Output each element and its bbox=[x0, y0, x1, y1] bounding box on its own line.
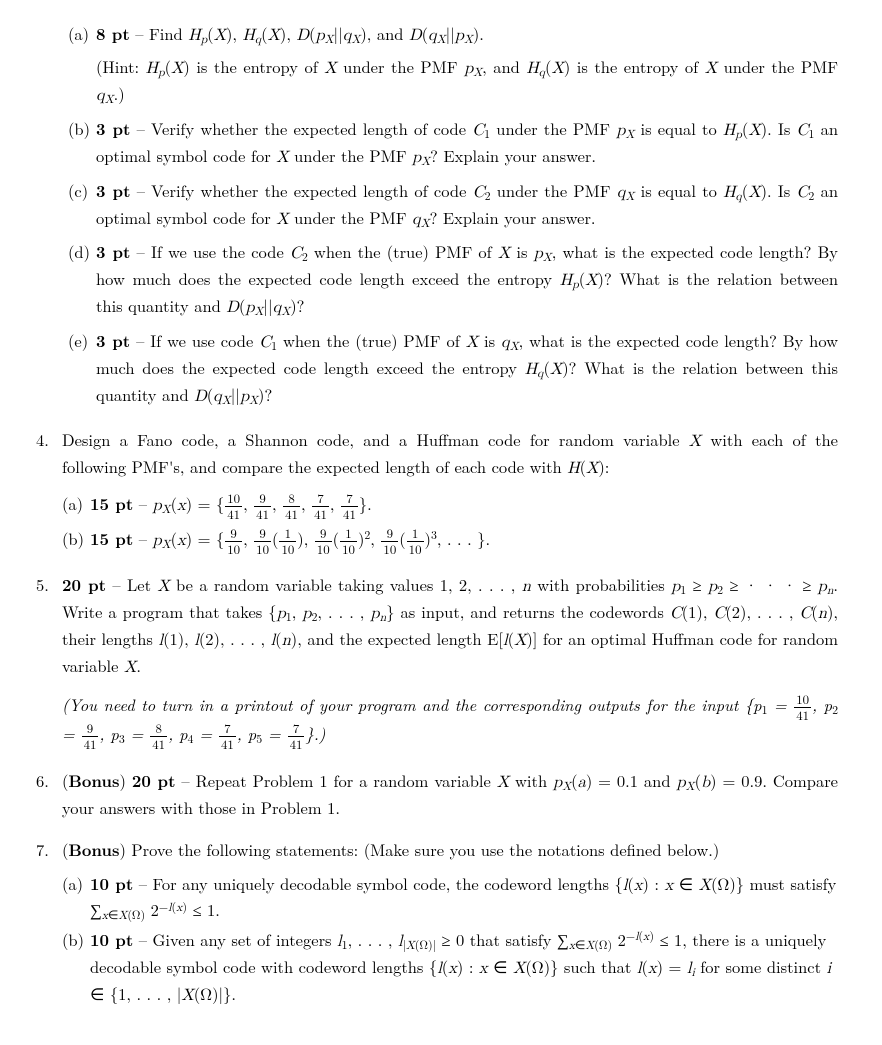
subpart-label: (b) bbox=[62, 928, 90, 1009]
subpart-body: 10 pt – For any uniquely decodable symbo… bbox=[90, 872, 838, 923]
subpart-body: 3 pt – Verify whether the expected lengt… bbox=[96, 179, 838, 233]
points: 20 pt bbox=[62, 572, 106, 596]
subpart-body: 15 pt – pX(x) = {910, 910(110), 910(110)… bbox=[90, 527, 838, 556]
problem-label: 4. bbox=[36, 428, 62, 482]
points: 8 pt bbox=[96, 21, 130, 45]
subpart-3d: (d) 3 pt – If we use the code C2 when th… bbox=[36, 240, 838, 321]
problem-6: 6. (Bonus) 20 pt – Repeat Problem 1 for … bbox=[36, 769, 838, 820]
problem-body: Design a Fano code, a Shannon code, and … bbox=[62, 428, 838, 482]
subpart-3a: (a) 8 pt – Find Hp(X), Hq(X), D(pX||qX),… bbox=[36, 22, 838, 109]
subpart-body: 3 pt – If we use the code C2 when the (t… bbox=[96, 240, 838, 321]
subpart-body: 3 pt – If we use code C1 when the (true)… bbox=[96, 329, 838, 410]
problem-label: 7. bbox=[36, 838, 62, 862]
subpart-label: (a) bbox=[68, 22, 96, 109]
problem-5: 5. 20 pt – Let X be a random variable ta… bbox=[36, 573, 838, 750]
points: 3 pt bbox=[96, 116, 130, 140]
subpart-label: (d) bbox=[68, 240, 96, 321]
subpart-3c: (c) 3 pt – Verify whether the expected l… bbox=[36, 179, 838, 233]
subpart-label: (b) bbox=[68, 117, 96, 171]
problem-7: 7. (Bonus) Prove the following statement… bbox=[36, 838, 838, 1010]
problem-4: 4. Design a Fano code, a Shannon code, a… bbox=[36, 428, 838, 555]
points: 3 pt bbox=[96, 328, 130, 352]
problem-body: (Bonus) 20 pt – Repeat Problem 1 for a r… bbox=[62, 769, 838, 820]
subpart-body: 8 pt – Find Hp(X), Hq(X), D(pX||qX), and… bbox=[96, 22, 838, 109]
subpart-label: (a) bbox=[62, 492, 90, 521]
subpart-label: (c) bbox=[68, 179, 96, 233]
subpart-4b: (b) 15 pt – pX(x) = {910, 910(110), 910(… bbox=[36, 527, 838, 556]
points: 15 pt bbox=[90, 491, 133, 515]
subpart-label: (e) bbox=[68, 329, 96, 410]
problem-body: 20 pt – Let X be a random variable takin… bbox=[62, 573, 838, 681]
subpart-7b: (b) 10 pt – Given any set of integers l1… bbox=[36, 928, 838, 1009]
subpart-3b: (b) 3 pt – Verify whether the expected l… bbox=[36, 117, 838, 171]
subpart-body: 15 pt – pX(x) = {1041, 941, 841, 741, 74… bbox=[90, 492, 838, 521]
subpart-body: 10 pt – Given any set of integers l1, . … bbox=[90, 928, 838, 1009]
points: 3 pt bbox=[96, 178, 130, 202]
points: 15 pt bbox=[90, 526, 133, 550]
subpart-label: (b) bbox=[62, 527, 90, 556]
points: 10 pt bbox=[90, 871, 133, 895]
subpart-3e: (e) 3 pt – If we use code C1 when the (t… bbox=[36, 329, 838, 410]
problem-label: 6. bbox=[36, 769, 62, 820]
points: 3 pt bbox=[96, 239, 130, 263]
problem-body: (Bonus) Prove the following statements: … bbox=[62, 838, 838, 862]
subpart-body: 3 pt – Verify whether the expected lengt… bbox=[96, 117, 838, 171]
problem-3: (a) 8 pt – Find Hp(X), Hq(X), D(pX||qX),… bbox=[36, 22, 838, 410]
subpart-4a: (a) 15 pt – pX(x) = {1041, 941, 841, 741… bbox=[36, 492, 838, 521]
points: 10 pt bbox=[90, 927, 133, 951]
subpart-7a: (a) 10 pt – For any uniquely decodable s… bbox=[36, 872, 838, 923]
subpart-label: (a) bbox=[62, 872, 90, 923]
problem-label: 5. bbox=[36, 573, 62, 681]
problem-hint: (You need to turn in a printout of your … bbox=[36, 693, 838, 751]
